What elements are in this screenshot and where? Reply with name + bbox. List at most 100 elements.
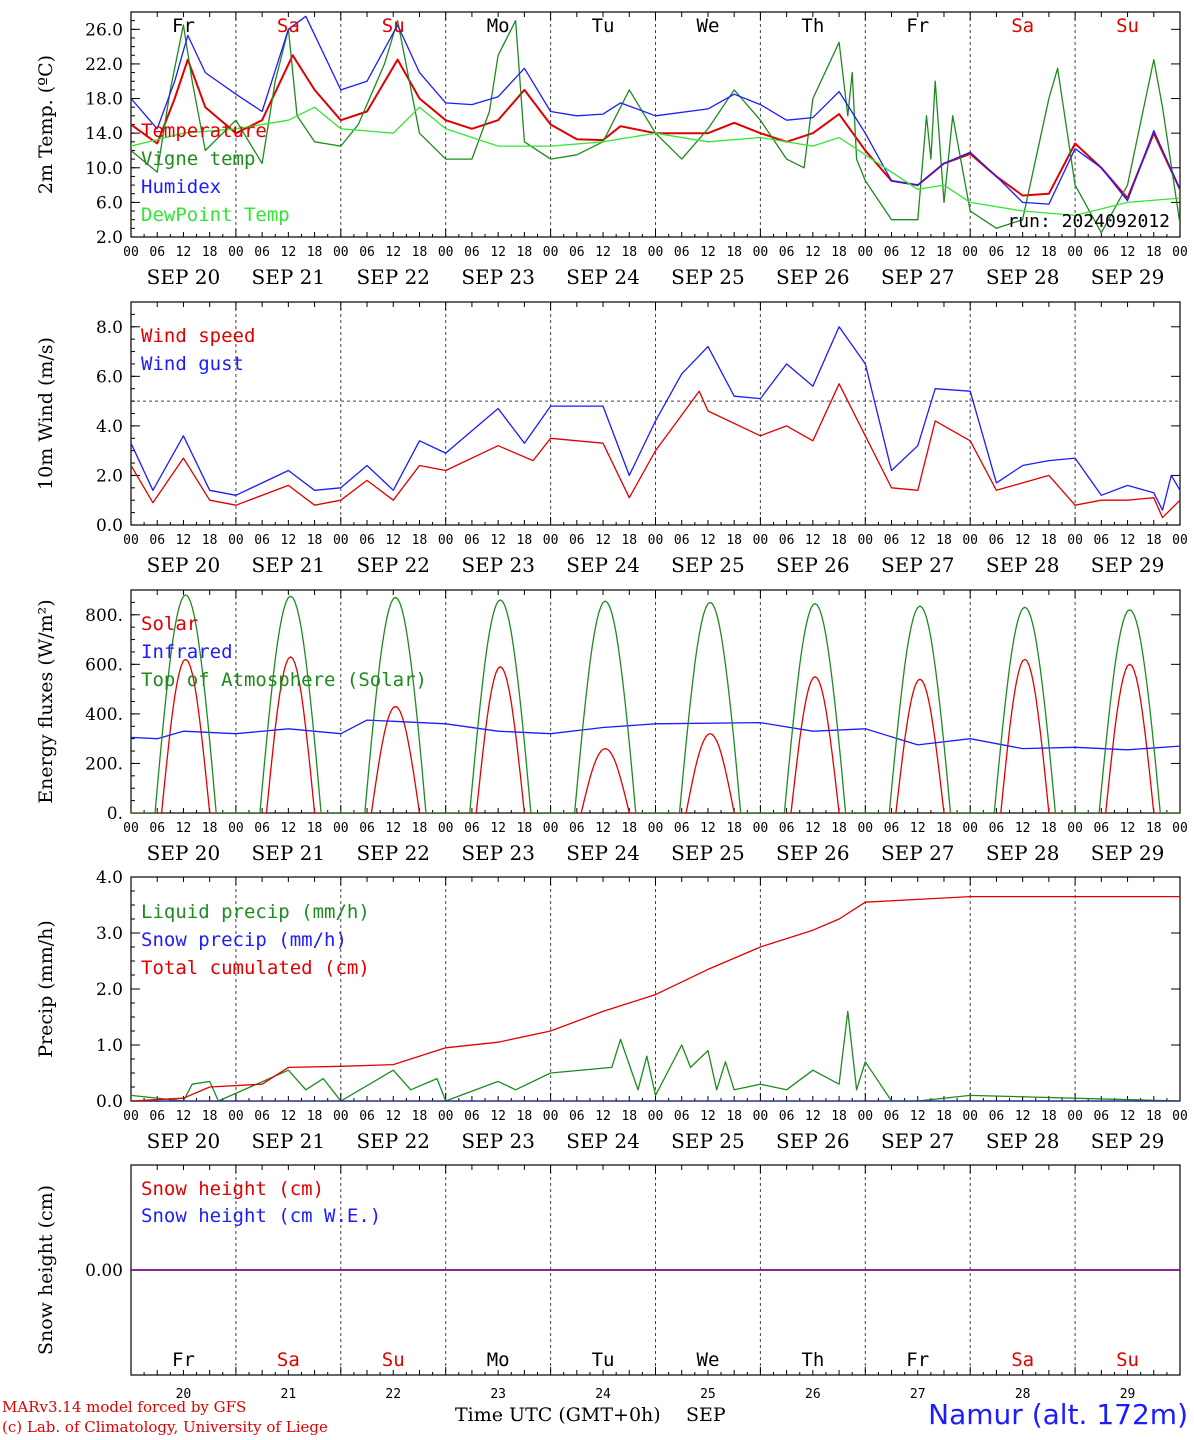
x-hour-label: 00 [333, 245, 349, 260]
panel-precip: 00 06 12 18 00 06 12 18 00 06 12 18 00 06 12 18 00 06 12 18… [35, 868, 1188, 1153]
x-hour-label: 18 [517, 821, 533, 836]
x-hour-label: 18 [726, 533, 742, 548]
y-tick-label: 6.0 [96, 367, 123, 387]
legend-snow-height-cm: Snow height (cm) [141, 1178, 324, 1200]
x-hour-label: 12 [1120, 245, 1136, 260]
weekday-label: Tu [592, 1349, 615, 1371]
legend-solar: Solar [141, 613, 198, 635]
date-label: SEP 22 [356, 265, 430, 289]
day-number-label: 20 [176, 1387, 192, 1402]
x-hour-label: 18 [202, 1109, 218, 1124]
x-hour-label: 00 [543, 821, 559, 836]
x-hour-label: 12 [385, 533, 401, 548]
x-hour-label: 06 [569, 821, 585, 836]
y-tick-label: 0.0 [96, 1092, 123, 1112]
x-hour-label: 12 [700, 533, 716, 548]
x-hour-label: 00 [228, 245, 244, 260]
legend-wind-gust: Wind gust [141, 353, 244, 375]
x-hour-label: 18 [412, 245, 428, 260]
date-label: SEP 28 [986, 265, 1060, 289]
date-label: SEP 21 [252, 841, 326, 865]
date-label: SEP 25 [671, 841, 745, 865]
x-hour-label: 00 [333, 821, 349, 836]
x-hour-label: 12 [595, 533, 611, 548]
legend-top-of-atmosphere-solar: Top of Atmosphere (Solar) [141, 669, 427, 691]
x-hour-label: 12 [700, 1109, 716, 1124]
panel-energy: 00 06 12 18 00 06 12 18 00 06 12 18 00 06 12 18 00 06 12 18… [35, 589, 1188, 865]
y-tick-label: 2.0 [96, 466, 123, 486]
x-hour-label: 06 [989, 245, 1005, 260]
y-tick-label: 22.0 [85, 55, 123, 75]
x-hour-label: 00 [753, 1109, 769, 1124]
y-tick-label: 14.0 [85, 124, 123, 144]
x-hour-label: 00 [962, 245, 978, 260]
x-hour-label: 12 [176, 533, 192, 548]
x-hour-label: 18 [621, 1109, 637, 1124]
x-hour-label: 00 [962, 1109, 978, 1124]
date-label: SEP 26 [776, 841, 850, 865]
date-label: SEP 27 [881, 841, 955, 865]
series-wind-gust [131, 326, 1180, 511]
x-hour-label: 06 [254, 245, 270, 260]
legend-dewpoint-temp: DewPoint Temp [141, 204, 290, 226]
day-number-label: 24 [595, 1387, 611, 1402]
x-hour-label: 18 [831, 1109, 847, 1124]
weekday-label: Fr [906, 1349, 929, 1371]
y-tick-label: 18.0 [85, 90, 123, 110]
x-hour-label: 06 [254, 821, 270, 836]
day-number-label: 21 [281, 1387, 297, 1402]
legend-total-cumulated-cm: Total cumulated (cm) [141, 957, 370, 979]
x-hour-label: 00 [1067, 821, 1083, 836]
x-hour-label: 12 [805, 533, 821, 548]
day-number-label: 27 [910, 1387, 926, 1402]
x-hour-label: 06 [989, 1109, 1005, 1124]
day-number-label: 23 [490, 1387, 506, 1402]
weekday-label: Th [801, 15, 824, 37]
x-hour-label: 12 [1015, 821, 1031, 836]
x-hour-label: 18 [936, 245, 952, 260]
x-hour-label: 06 [359, 533, 375, 548]
date-label: SEP 29 [1091, 841, 1165, 865]
weekday-label: Fr [172, 15, 195, 37]
legend-temperature: Temperature [141, 120, 267, 142]
date-label: SEP 26 [776, 265, 850, 289]
date-label: SEP 25 [671, 553, 745, 577]
x-hour-label: 00 [438, 533, 454, 548]
x-hour-label: 00 [228, 1109, 244, 1124]
x-hour-label: 12 [805, 821, 821, 836]
date-label: SEP 26 [776, 553, 850, 577]
x-hour-label: 18 [1041, 533, 1057, 548]
x-hour-label: 18 [621, 533, 637, 548]
x-hour-label: 06 [464, 533, 480, 548]
legend-wind-speed: Wind speed [141, 325, 255, 347]
x-hour-label: 18 [202, 245, 218, 260]
legend-vigne-temp: Vigne temp [141, 148, 255, 170]
series-top-of-atmosphere-solar [131, 594, 1180, 813]
date-label: SEP 22 [356, 1129, 430, 1153]
date-label: SEP 25 [671, 265, 745, 289]
x-hour-label: 12 [176, 245, 192, 260]
x-hour-label: 00 [123, 1109, 139, 1124]
y-tick-label: 10.0 [85, 159, 123, 179]
date-label: SEP 28 [986, 553, 1060, 577]
date-label: SEP 29 [1091, 1129, 1165, 1153]
weekday-label: Tu [592, 15, 615, 37]
day-number-label: 29 [1120, 1387, 1136, 1402]
date-label: SEP 29 [1091, 265, 1165, 289]
legend-infrared: Infrared [141, 641, 233, 663]
x-hour-label: 18 [307, 1109, 323, 1124]
x-hour-label: 06 [779, 821, 795, 836]
date-label: SEP 23 [461, 1129, 535, 1153]
x-hour-label: 12 [490, 821, 506, 836]
x-hour-label: 00 [753, 533, 769, 548]
x-hour-label: 12 [385, 1109, 401, 1124]
x-hour-label: 00 [438, 245, 454, 260]
series-solar [131, 656, 1180, 813]
day-number-label: 25 [700, 1387, 716, 1402]
y-tick-label: 800. [85, 606, 123, 626]
x-hour-label: 12 [385, 245, 401, 260]
date-label: SEP 22 [356, 553, 430, 577]
x-hour-label: 12 [1015, 1109, 1031, 1124]
x-hour-label: 12 [805, 1109, 821, 1124]
x-hour-label: 00 [1172, 533, 1188, 548]
